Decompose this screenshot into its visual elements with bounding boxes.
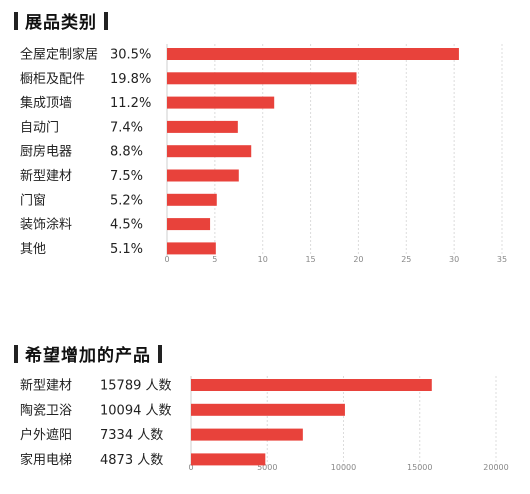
chart-2-tick-label: 10000: [331, 463, 356, 472]
chart-1-category-label: 集成顶墙: [20, 95, 72, 111]
chart-2-tick-label: 5000: [257, 463, 277, 472]
chart-1-title: 展品类别: [14, 8, 108, 33]
chart-1-bar: [167, 145, 252, 158]
chart-1-value-label: 5.1%: [110, 242, 143, 257]
chart-2-category-label: 陶瓷卫浴: [20, 402, 72, 418]
title-bar-left-icon: [14, 11, 18, 30]
chart-1-bar: [167, 120, 238, 133]
chart-1-tick-label: 15: [305, 255, 315, 264]
chart-2-tick-label: 20000: [483, 463, 508, 472]
chart-1-category-label: 门窗: [20, 192, 46, 208]
chart-2-tick-label: 15000: [407, 463, 432, 472]
chart-1-bar: [167, 96, 275, 109]
chart-2-tick-label: 0: [188, 463, 193, 472]
chart-1-category-label: 橱柜及配件: [20, 72, 85, 87]
chart-1-category-label: 新型建材: [20, 168, 72, 184]
chart-2-bar: [191, 428, 303, 441]
chart-1-tick-label: 10: [258, 255, 268, 264]
chart-1-value-label: 7.5%: [110, 169, 143, 184]
chart-1-bar: [167, 72, 357, 85]
chart-2-title-text: 希望增加的产品: [25, 346, 151, 366]
title-bar-left-icon: [14, 344, 18, 363]
chart-1-value-label: 11.2%: [110, 96, 151, 111]
chart-1-bar: [167, 169, 239, 182]
chart-1-category-label: 全屋定制家居: [20, 47, 98, 63]
chart-1-bar: [167, 218, 211, 231]
chart-1-bar: [167, 193, 217, 206]
chart-2-bar: [191, 379, 432, 391]
chart-1-value-label: 5.2%: [110, 193, 143, 208]
chart-2-title: 希望增加的产品: [14, 341, 162, 366]
chart-2-category-label: 新型建材: [20, 378, 72, 394]
chart-2-value-label: 4873 人数: [100, 453, 163, 468]
chart-1-value-label: 19.8%: [110, 72, 151, 87]
chart-1-tick-label: 20: [353, 255, 363, 264]
chart-2-category-label: 家用电梯: [20, 452, 72, 468]
chart-2-bar: [191, 403, 345, 416]
chart-2-category-label: 户外遮阳: [20, 427, 72, 443]
title-bar-right-icon: [158, 344, 162, 363]
chart-1-category-label: 厨房电器: [20, 144, 72, 160]
chart-1-value-label: 8.8%: [110, 145, 143, 160]
chart-1-category-label: 其他: [20, 242, 46, 257]
chart-1-bar: [167, 48, 459, 60]
chart-2-value-label: 7334 人数: [100, 428, 163, 443]
chart-1-tick-label: 25: [401, 255, 411, 264]
chart-2-value-label: 15789 人数: [100, 379, 172, 394]
chart-1-tick-label: 0: [164, 255, 169, 264]
chart-1-title-text: 展品类别: [25, 13, 97, 33]
chart-1-value-label: 30.5%: [110, 48, 151, 63]
chart-1-value-label: 7.4%: [110, 120, 143, 135]
chart-1-tick-label: 30: [449, 255, 459, 264]
chart-1-tick-label: 5: [212, 255, 217, 264]
chart-2-bar: [191, 453, 266, 466]
chart-1-category-label: 自动门: [20, 120, 59, 135]
chart-1-tick-label: 35: [497, 255, 507, 264]
chart-1-bar: [167, 242, 216, 255]
chart-1-category-label: 装饰涂料: [20, 217, 72, 233]
title-bar-right-icon: [104, 11, 108, 30]
chart-1-value-label: 4.5%: [110, 218, 143, 233]
chart-2-value-label: 10094 人数: [100, 403, 172, 418]
